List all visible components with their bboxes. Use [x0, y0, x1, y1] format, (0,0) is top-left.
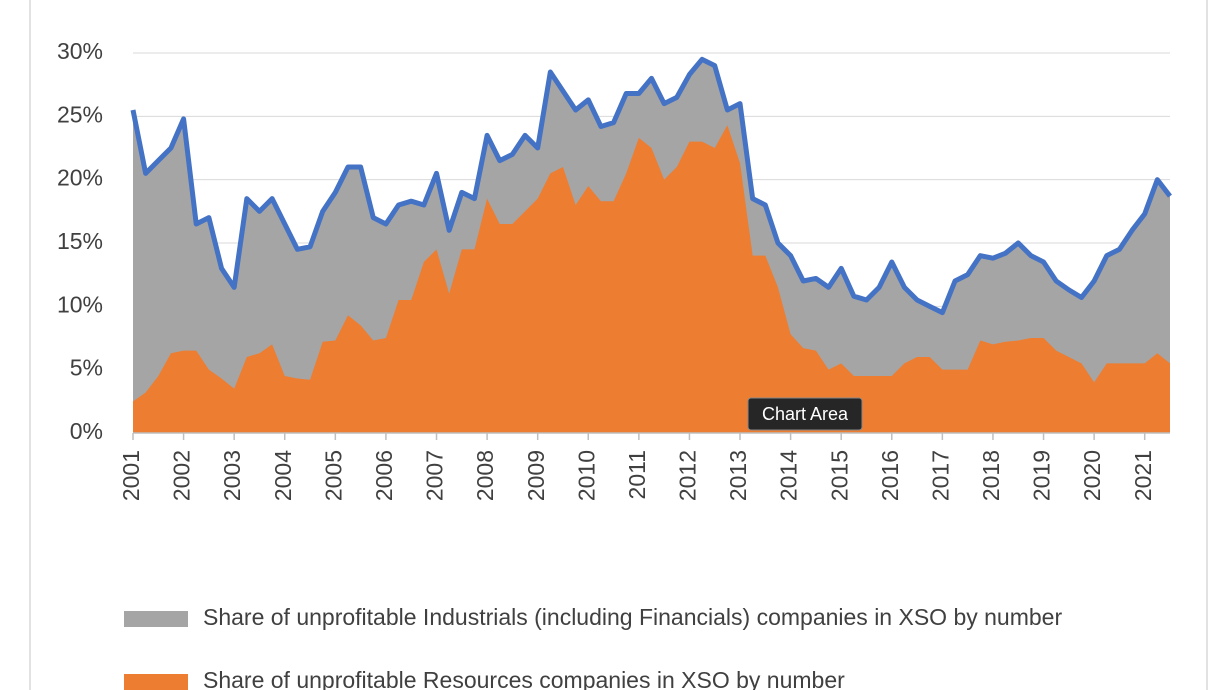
- x-tick-label: 2016: [877, 450, 903, 501]
- x-tick-label: 2006: [371, 450, 397, 501]
- y-tick-label: 10%: [57, 291, 103, 317]
- x-tick-label: 2007: [422, 450, 448, 501]
- legend-label: Share of unprofitable Industrials (inclu…: [203, 604, 1062, 630]
- x-tick-label: 2003: [219, 450, 245, 501]
- legend-swatch: [124, 674, 188, 690]
- x-tick-label: 2011: [624, 450, 650, 499]
- x-tick-label: 2019: [1029, 450, 1055, 501]
- x-tick-label: 2010: [573, 450, 599, 501]
- x-tick-label: 2001: [118, 450, 144, 501]
- x-tick-label: 2002: [169, 450, 195, 501]
- y-tick-label: 20%: [57, 165, 103, 191]
- legend-label: Share of unprofitable Resources companie…: [203, 667, 845, 690]
- x-tick-label: 2018: [978, 450, 1004, 501]
- area: [133, 125, 1170, 433]
- x-tick-label: 2012: [675, 450, 701, 501]
- line: [130, 56, 1172, 316]
- x-tick-label: 2004: [270, 450, 296, 501]
- tooltip-box: [747, 397, 863, 431]
- x-tick-label: 2005: [320, 450, 346, 501]
- legend-swatch: [124, 611, 188, 627]
- x-tick-label: 2017: [927, 450, 953, 501]
- x-tick-label: 2014: [776, 450, 802, 501]
- tooltip: Chart Area: [762, 404, 849, 424]
- x-tick-label: 2021: [1130, 450, 1156, 501]
- x-tick-label: 2020: [1079, 450, 1105, 501]
- x-tick-label: 2008: [472, 450, 498, 501]
- x-tick-label: 2015: [826, 450, 852, 501]
- x-tick-label: 2013: [725, 450, 751, 501]
- x-tick-label: 2009: [523, 450, 549, 501]
- y-tick-label: 5%: [70, 355, 103, 381]
- y-tick-label: 30%: [57, 38, 103, 64]
- y-tick-label: 25%: [57, 101, 103, 127]
- y-tick-label: 15%: [57, 228, 103, 254]
- y-tick-label: 0%: [70, 418, 103, 444]
